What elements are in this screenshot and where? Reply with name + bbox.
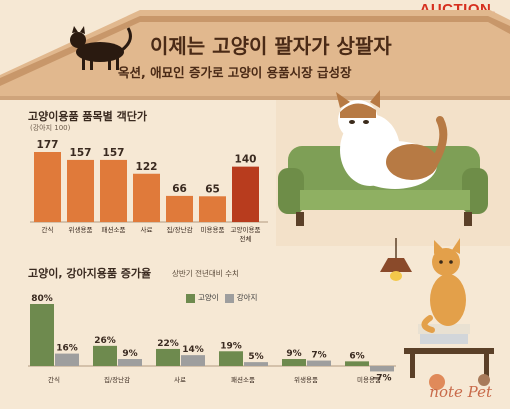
legend-cat: 고양이 (186, 292, 219, 303)
chart2-value-label: 6% (349, 351, 364, 361)
chart1-category-label: 간식 (42, 225, 54, 234)
chart2-cat-bar (282, 359, 306, 366)
chart1-note: (강아지 100) (30, 124, 71, 132)
chart1-value-label: 177 (37, 139, 59, 151)
dog-cat-logo-icon (429, 374, 490, 390)
chart2-category-label: 집/장난감 (104, 375, 130, 384)
chart2-value-label: 80% (31, 294, 53, 304)
chart2-dog-bar (307, 360, 331, 366)
chart2-dog-bar (181, 355, 205, 366)
chart2-value-label: 16% (56, 344, 78, 354)
chart1-bar (232, 166, 259, 222)
chart1-value-label: 65 (205, 183, 220, 195)
chart1-bar (34, 152, 61, 222)
chart2-note: 상반기 전년대비 수치 (172, 269, 239, 278)
chart2-dog-bar (55, 353, 79, 366)
chart2-value-label: 9% (286, 349, 301, 359)
chart1-value-label: 157 (103, 147, 125, 159)
chart2-value-label: 26% (94, 336, 116, 346)
notepet-watermark: note Pet (429, 383, 492, 401)
legend-dog-label: 강아지 (236, 293, 258, 302)
sofa-cat-illustration (278, 90, 488, 226)
chart1-category-label: 미용용품 (201, 225, 225, 234)
pendant-lamp-icon (380, 238, 412, 281)
roof-shape (0, 10, 510, 100)
chart1-category-label: 전체 (240, 234, 252, 243)
chart2-value-label: -7% (372, 373, 391, 383)
chart1-value-label: 157 (70, 147, 92, 159)
chart1-value-label: 122 (136, 161, 158, 173)
chart1-category-label: 위생용품 (69, 225, 93, 234)
chart2-value-label: 14% (182, 345, 204, 355)
chart1-category-label: 패션소품 (102, 225, 126, 234)
chart2-dog-bar (370, 366, 394, 372)
chart2-value-label: 5% (248, 352, 263, 362)
chart2-category-label: 사료 (174, 375, 186, 384)
main-subtitle: 옥션, 애묘인 증가로 고양이 용품시장 급성장 (118, 65, 352, 80)
chart1-bar (67, 159, 94, 222)
chart1-category-label: 사료 (141, 225, 153, 234)
chart2-value-label: 7% (311, 351, 326, 361)
chart2-category-label: 위생용품 (294, 375, 318, 384)
chart1-value-label: 66 (172, 183, 187, 195)
chart1-bar (166, 195, 193, 222)
chart2-cat-bar (30, 304, 54, 366)
chart2-value-label: 22% (157, 339, 179, 349)
chart2-value-label: 9% (122, 349, 137, 359)
chart2-dog-bar (244, 362, 268, 366)
chart2-category-label: 패션소품 (231, 375, 255, 384)
chart1-bar (100, 159, 127, 222)
chart1-title: 고양이용품 품목별 객단가 (28, 110, 147, 123)
legend-cat-label: 고양이 (198, 293, 219, 302)
chart2-legend: 고양이 강아지 (186, 292, 257, 303)
chart1-bar (199, 196, 226, 222)
chart1-category-label: 고양이용품 (231, 225, 261, 234)
legend-dog: 강아지 (224, 292, 258, 303)
chart2-value-label: 19% (220, 341, 242, 351)
chart2-dog-bar (118, 359, 142, 366)
chart1-category-label: 집/장난감 (166, 225, 192, 234)
cat-silhouette-icon (70, 26, 132, 70)
chart2-cat-bar (93, 345, 117, 366)
roof-bottom-line (0, 96, 510, 100)
chart2-cat-bar (156, 348, 180, 366)
chart1-bar (133, 173, 160, 222)
main-title: 이제는 고양이 팔자가 상팔자 (150, 34, 392, 58)
chart2-cat-bar (219, 351, 243, 366)
chart1-value-label: 140 (235, 154, 257, 166)
chart2-cat-bar (345, 361, 369, 366)
chart2-category-label: 간식 (48, 375, 60, 384)
chart2-category-label: 미용용품 (357, 375, 381, 384)
sitting-cat-illustration (404, 238, 494, 378)
chart2-title: 고양이, 강아지용품 증가율 (28, 267, 152, 280)
